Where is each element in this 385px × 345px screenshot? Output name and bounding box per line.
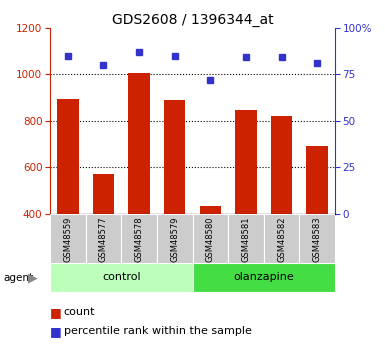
Bar (157, 214, 192, 264)
Bar (306, 146, 328, 214)
Bar (121, 214, 157, 264)
Bar (85, 214, 121, 264)
Bar (264, 214, 300, 264)
Bar (50, 263, 192, 292)
Text: GSM48580: GSM48580 (206, 216, 215, 262)
Bar (228, 214, 264, 264)
Bar (57, 99, 79, 214)
Text: GSM48579: GSM48579 (170, 216, 179, 262)
Text: agent: agent (4, 273, 34, 283)
Text: GSM48582: GSM48582 (277, 216, 286, 262)
Bar (164, 100, 186, 214)
Bar (192, 263, 335, 292)
Text: olanzapine: olanzapine (233, 273, 294, 282)
Text: ▶: ▶ (28, 271, 37, 284)
Bar (50, 214, 85, 264)
Bar (128, 73, 150, 214)
Bar (300, 214, 335, 264)
Text: ■: ■ (50, 325, 62, 338)
Text: GSM48581: GSM48581 (241, 216, 250, 262)
Text: GSM48583: GSM48583 (313, 216, 321, 262)
Bar (235, 110, 257, 214)
Bar (199, 206, 221, 214)
Bar (271, 116, 292, 214)
Text: percentile rank within the sample: percentile rank within the sample (64, 326, 251, 336)
Bar (93, 174, 114, 214)
Bar (192, 214, 228, 264)
Title: GDS2608 / 1396344_at: GDS2608 / 1396344_at (112, 12, 273, 27)
Text: GSM48559: GSM48559 (64, 216, 72, 262)
Text: ■: ■ (50, 306, 62, 319)
Text: GSM48578: GSM48578 (135, 216, 144, 262)
Text: GSM48577: GSM48577 (99, 216, 108, 262)
Text: count: count (64, 307, 95, 317)
Text: control: control (102, 273, 141, 282)
